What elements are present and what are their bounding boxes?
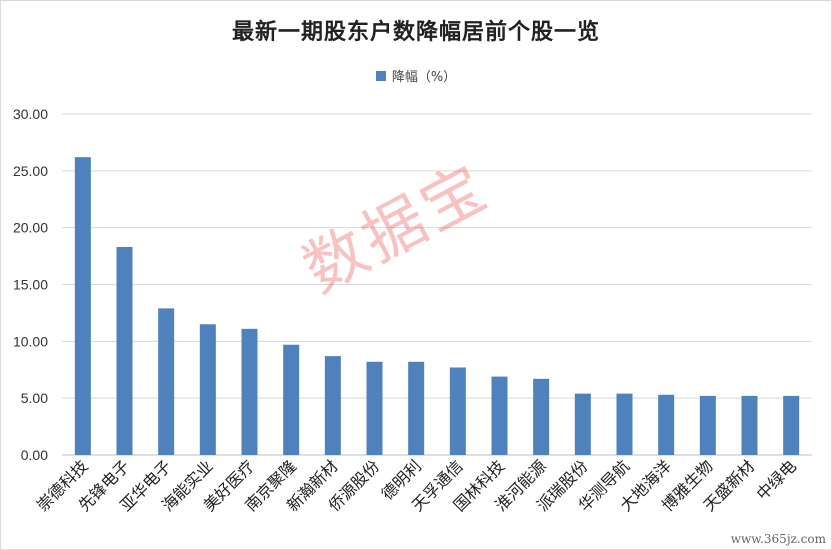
- y-tick-label: 30.00: [13, 106, 48, 122]
- bar: [533, 378, 550, 455]
- bar: [741, 395, 758, 455]
- bar: [366, 361, 383, 455]
- bar: [449, 367, 466, 455]
- bar: [616, 393, 633, 455]
- x-tick-label: 中绿电: [753, 456, 800, 503]
- legend-swatch: [375, 70, 386, 81]
- y-tick-label: 25.00: [13, 163, 48, 179]
- bar: [241, 328, 258, 455]
- bar: [199, 324, 216, 455]
- bar: [116, 246, 133, 455]
- y-tick-label: 10.00: [13, 333, 48, 349]
- bar: [699, 395, 716, 455]
- chart-title: 最新一期股东户数降幅居前个股一览: [231, 20, 600, 45]
- bar: [324, 356, 341, 455]
- bar: [74, 157, 91, 455]
- legend: 降幅（%）: [0, 66, 832, 85]
- y-tick-label: 5.00: [21, 390, 48, 406]
- y-tick-label: 15.00: [13, 277, 48, 293]
- bar: [491, 376, 508, 455]
- y-tick-label: 0.00: [21, 447, 48, 463]
- bar: [283, 344, 300, 455]
- bar: [783, 395, 800, 455]
- legend-label: 降幅（%）: [391, 70, 457, 85]
- bar: [574, 393, 591, 455]
- bar: [658, 394, 675, 455]
- bar: [408, 361, 425, 455]
- site-label: www.365jz.com: [730, 532, 826, 546]
- y-tick-label: 20.00: [13, 220, 48, 236]
- bar: [158, 308, 175, 455]
